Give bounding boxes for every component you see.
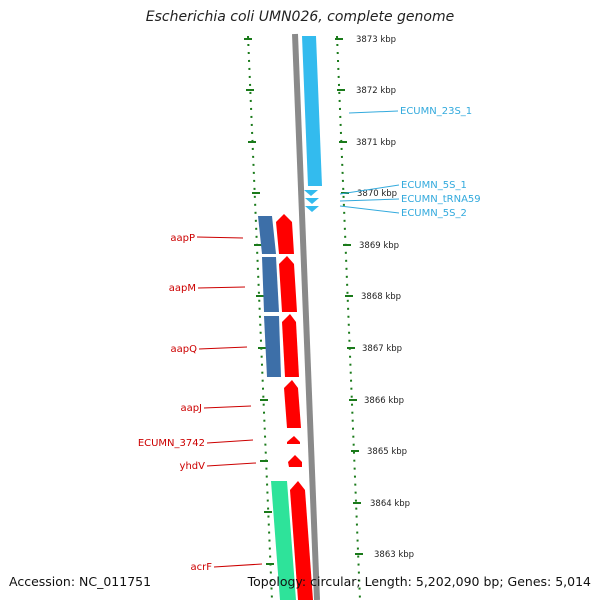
- kbp-tick-labels: 3873 kbp 3872 kbp 3871 kbp 3870 kbp 3869…: [356, 35, 414, 560]
- label-ECUMN_tRNA59: ECUMN_tRNA59: [401, 194, 481, 205]
- genome-backbone: [292, 33, 320, 600]
- gene-aapQ: [282, 314, 299, 377]
- leader-aapM: [197, 286, 246, 289]
- kbp-tick-label: 3872 kbp: [356, 86, 396, 96]
- map-title: Escherichia coli UMN026, complete genome: [145, 9, 455, 25]
- kbp-tick-label: 3873 kbp: [356, 35, 396, 45]
- accession-text: Accession: NC_011751: [9, 574, 152, 589]
- reverse-strand-genes: [258, 216, 281, 377]
- leader-aapJ: [203, 405, 252, 409]
- gene-yhdV: [288, 455, 302, 467]
- kbp-tick-label: 3864 kbp: [370, 499, 410, 509]
- rrna-5s-2-feature: [305, 206, 319, 212]
- label-acrF: acrF: [191, 562, 213, 573]
- leader-yhdV: [206, 462, 257, 467]
- leader-ECUMN_5S_2: [339, 205, 400, 214]
- kbp-tick-label: 3863 kbp: [374, 550, 414, 560]
- rna-features: [302, 36, 322, 212]
- leader-ECUMN_3742: [206, 439, 254, 444]
- label-ECUMN_3742: ECUMN_3742: [138, 438, 205, 449]
- kbp-tick-label: 3869 kbp: [359, 241, 399, 251]
- gene-aapP: [276, 214, 294, 254]
- right-dotted-line: [336, 35, 361, 600]
- label-aapM: aapM: [169, 283, 196, 294]
- label-ECUMN_5S_1: ECUMN_5S_1: [401, 180, 467, 191]
- gene-block-aapQ: [264, 316, 281, 377]
- kbp-tick-label: 3866 kbp: [364, 396, 404, 406]
- right-tick-track: [335, 35, 363, 600]
- forward-strand-genes: [276, 214, 313, 600]
- green-operon-feature: [271, 481, 296, 600]
- rna-label-leaders: [339, 110, 400, 214]
- trna-59-feature: [305, 198, 319, 204]
- rrna-5s-1-feature: [304, 190, 318, 196]
- kbp-tick-label: 3865 kbp: [367, 447, 407, 457]
- gene-ECUMN_3742: [287, 436, 300, 444]
- gene-block-aapP: [258, 216, 276, 254]
- left-tick-track: [244, 35, 274, 600]
- label-ECUMN_5S_2: ECUMN_5S_2: [401, 208, 467, 219]
- topology-text: Topology: circular; Length: 5,202,090 bp…: [247, 574, 591, 589]
- kbp-tick-label: 3867 kbp: [362, 344, 402, 354]
- label-yhdV: yhdV: [180, 461, 206, 472]
- gene-labels: aapP aapM aapQ aapJ ECUMN_3742 yhdV acrF: [138, 233, 212, 573]
- rna-labels: ECUMN_23S_1 ECUMN_5S_1 ECUMN_tRNA59 ECUM…: [400, 106, 481, 219]
- label-aapP: aapP: [170, 233, 195, 244]
- label-ECUMN_23S_1: ECUMN_23S_1: [400, 106, 472, 117]
- leader-ECUMN_23S_1: [348, 110, 399, 114]
- leader-acrF: [213, 563, 263, 568]
- kbp-tick-label: 3868 kbp: [361, 292, 401, 302]
- label-aapJ: aapJ: [180, 403, 202, 414]
- label-aapQ: aapQ: [171, 344, 198, 355]
- leader-aapQ: [198, 346, 248, 350]
- gene-acrF: [290, 481, 313, 600]
- leader-ECUMN_tRNA59: [339, 198, 400, 202]
- kbp-tick-label: 3870 kbp: [357, 189, 397, 199]
- leader-ECUMN_5S_1: [339, 184, 400, 195]
- rrna-23s-feature: [302, 36, 322, 186]
- gene-label-leaders: [196, 236, 263, 568]
- gene-aapJ: [284, 380, 301, 428]
- kbp-tick-label: 3871 kbp: [356, 138, 396, 148]
- gene-aapM: [279, 256, 297, 312]
- leader-aapP: [196, 236, 244, 239]
- gene-block-aapM: [262, 257, 279, 312]
